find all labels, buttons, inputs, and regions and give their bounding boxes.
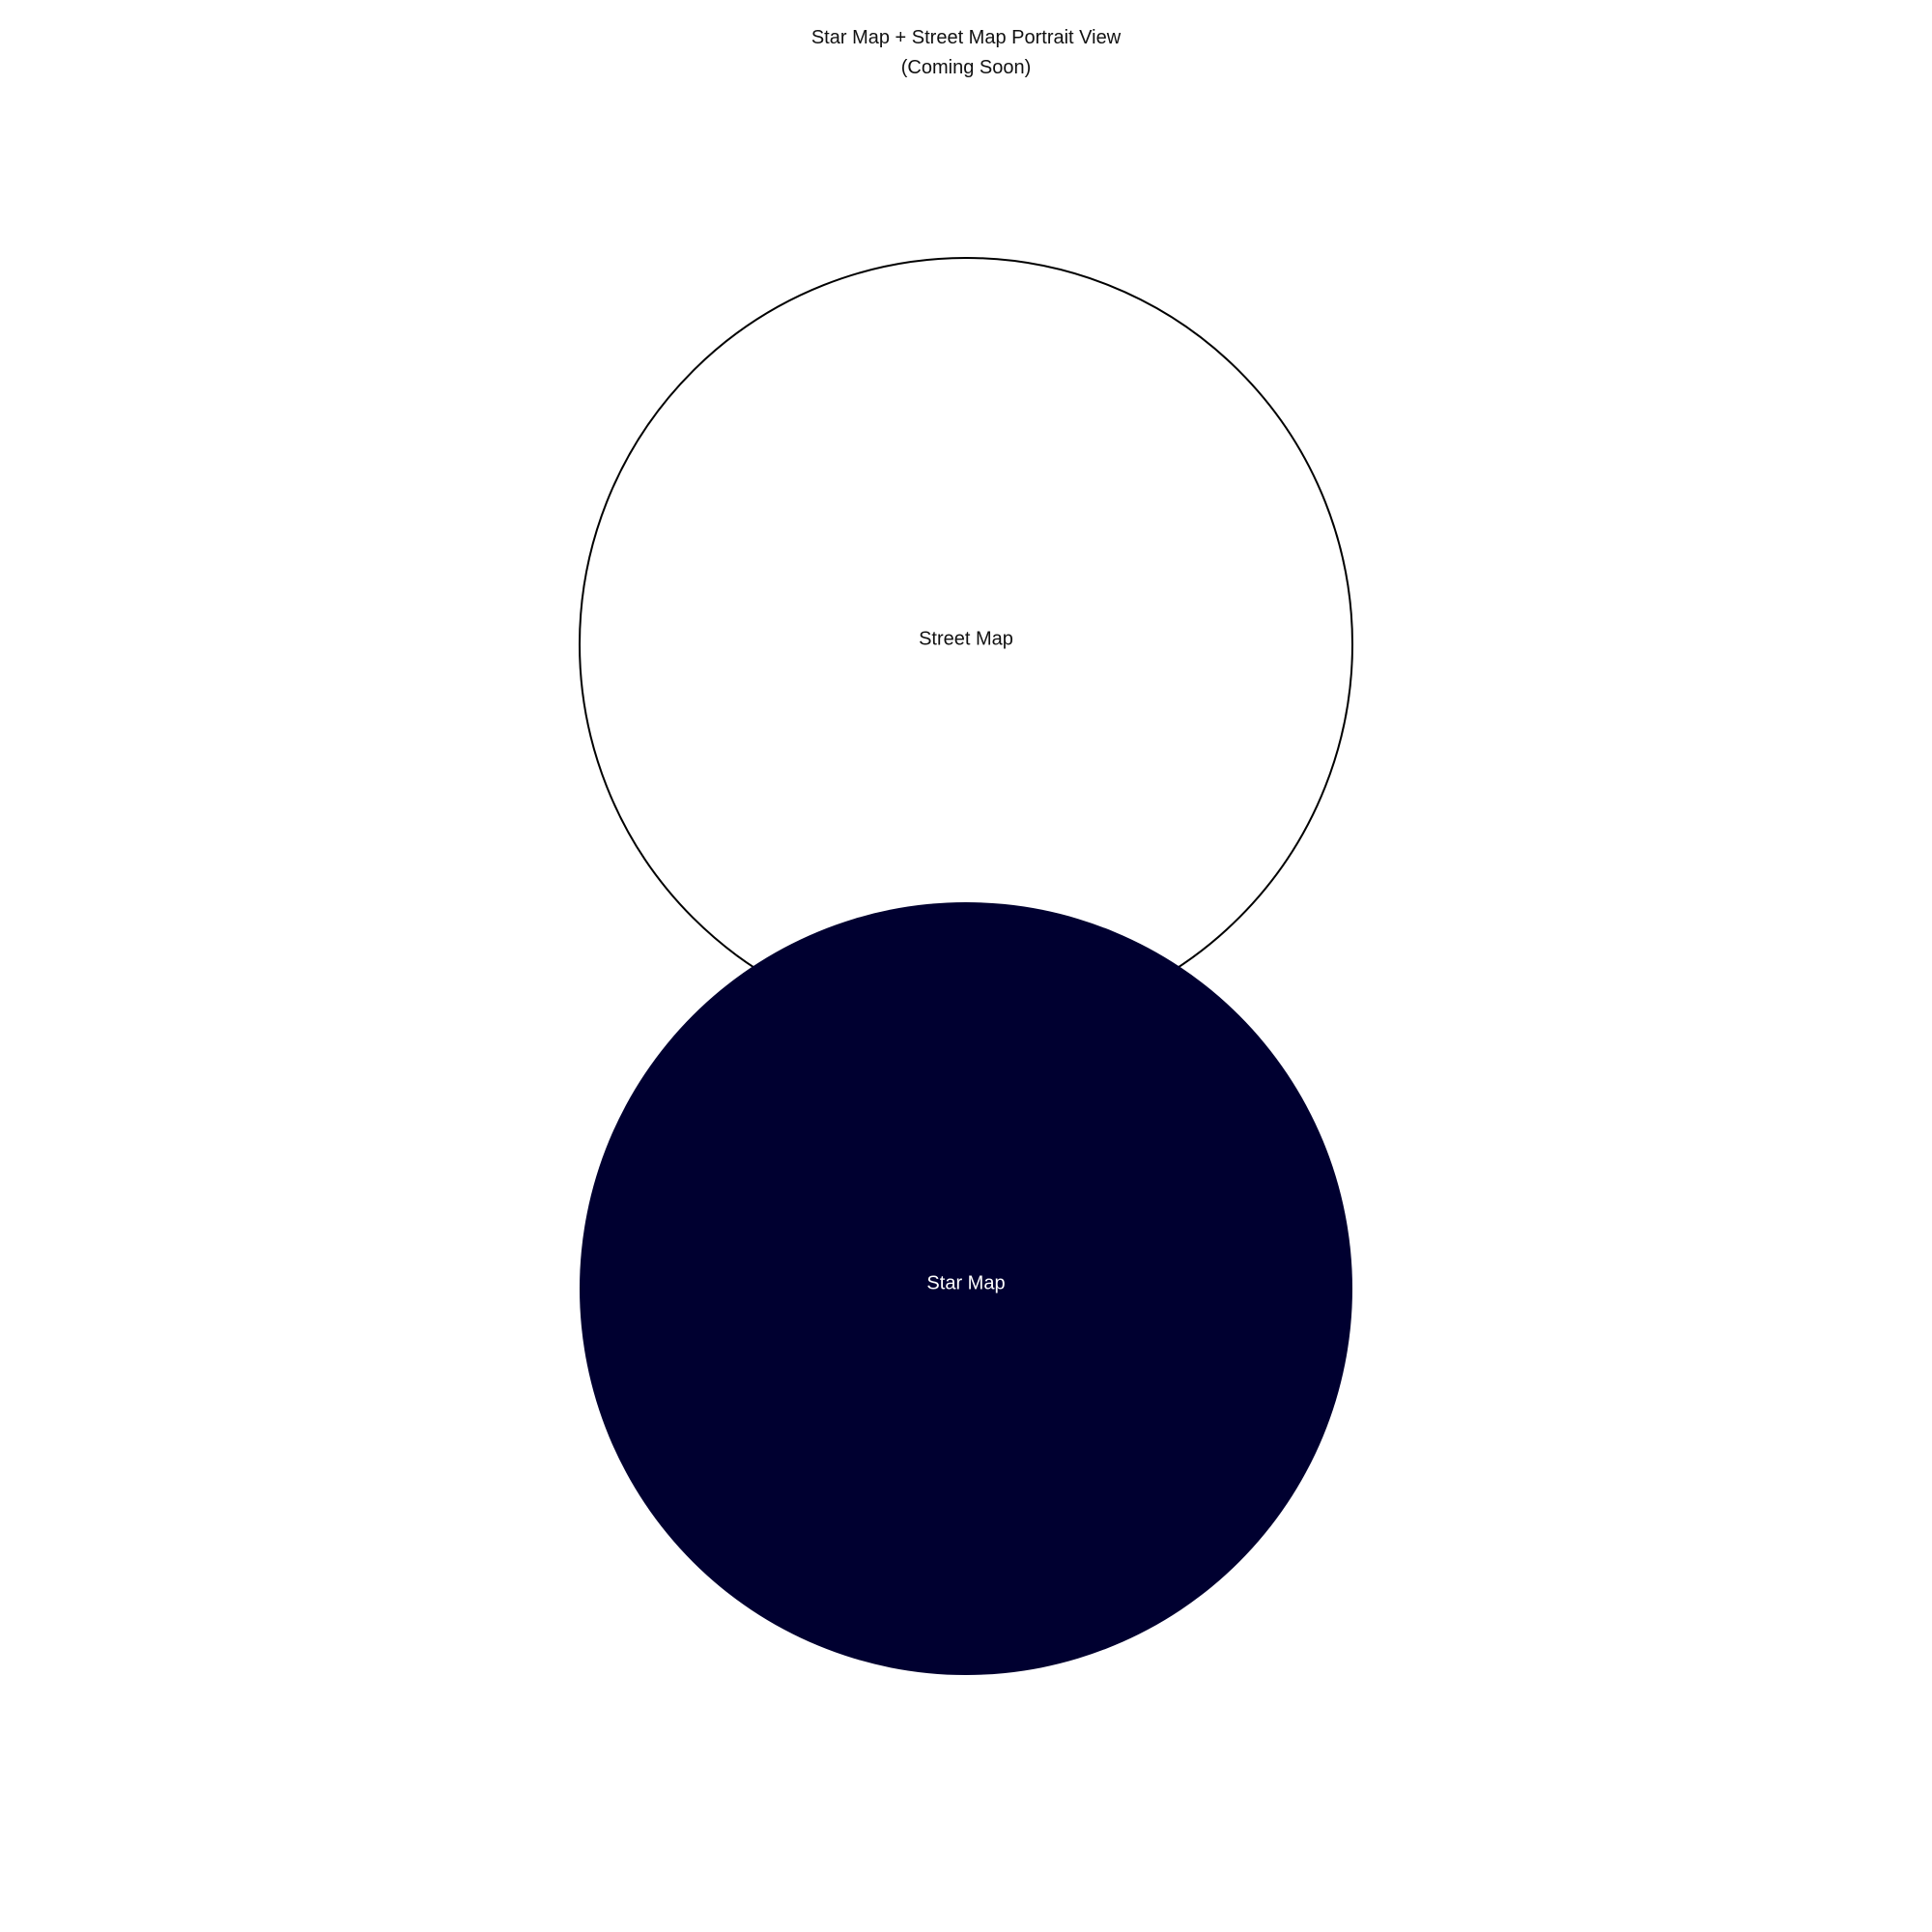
page-subtitle: (Coming Soon) bbox=[900, 57, 1032, 78]
star-map-label: Star Map bbox=[926, 1272, 1005, 1293]
page-header: Star Map + Street Map Portrait View (Com… bbox=[0, 23, 1932, 83]
street-map-label: Street Map bbox=[919, 628, 1013, 649]
star-map-circle bbox=[580, 902, 1352, 1675]
page-title: Star Map + Street Map Portrait View bbox=[810, 27, 1122, 48]
